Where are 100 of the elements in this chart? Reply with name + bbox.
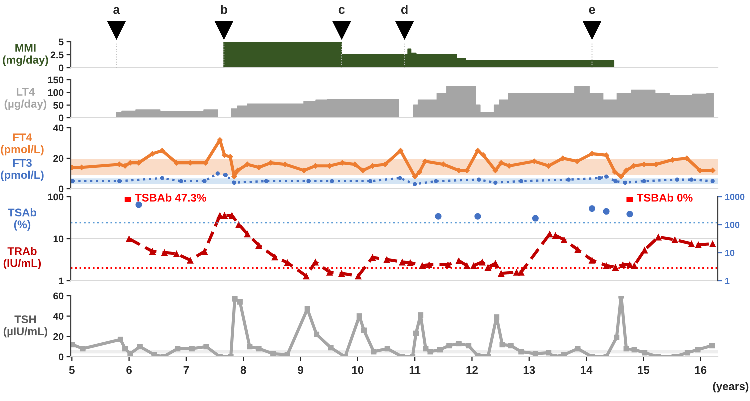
point xyxy=(435,213,442,220)
x-tick-label: 14 xyxy=(581,366,593,374)
x-tick-label: 13 xyxy=(524,366,536,374)
point xyxy=(552,232,560,240)
y-tick-label: 100 xyxy=(48,89,64,96)
point xyxy=(232,180,237,185)
y-axis-title: MMI (mg/day) xyxy=(3,44,48,66)
y-tick-label: 20 xyxy=(54,333,64,340)
point xyxy=(464,262,471,270)
point xyxy=(603,262,610,270)
ref-line-label: b xyxy=(221,4,228,14)
y-tick-label: 40 xyxy=(53,313,64,320)
y2-tick-label: 100 xyxy=(726,222,740,228)
point xyxy=(655,234,662,241)
x-tick-label: 16 xyxy=(695,366,707,374)
point xyxy=(136,202,142,208)
point xyxy=(326,268,334,276)
point xyxy=(612,264,620,271)
point xyxy=(306,179,311,184)
point xyxy=(221,212,228,220)
y-tick-label: 40 xyxy=(53,124,64,132)
point xyxy=(603,208,610,215)
text: FT3 (pmol/L) xyxy=(1,159,44,182)
y-tick-label: 100 xyxy=(48,194,64,201)
point xyxy=(160,148,166,154)
point xyxy=(624,168,630,174)
point xyxy=(186,256,194,264)
y-tick-label: 20 xyxy=(54,155,64,162)
y-axis-title: LT4 (µg/day) xyxy=(4,88,47,110)
point xyxy=(399,258,406,266)
point xyxy=(216,172,220,176)
point xyxy=(688,240,696,248)
text: FT4 (pmol/L) xyxy=(1,134,44,156)
y-tick-label: 150 xyxy=(48,76,64,84)
point xyxy=(160,176,165,180)
point xyxy=(118,179,122,184)
point xyxy=(626,262,634,269)
point xyxy=(149,248,156,256)
point xyxy=(256,242,263,249)
point xyxy=(444,262,452,269)
point xyxy=(272,254,279,261)
point xyxy=(626,211,634,218)
point xyxy=(330,179,334,184)
point xyxy=(419,262,426,270)
point xyxy=(598,176,602,180)
point xyxy=(604,174,609,179)
x-tick-label: 5 xyxy=(69,366,75,374)
point xyxy=(642,179,646,184)
x-tick-label: 11 xyxy=(410,366,421,374)
point xyxy=(244,230,252,238)
point xyxy=(360,168,366,174)
point xyxy=(626,197,634,202)
point xyxy=(492,168,499,174)
point xyxy=(623,180,628,185)
point xyxy=(560,236,568,244)
point xyxy=(173,250,180,258)
point xyxy=(498,270,505,278)
text: TSAb (%) xyxy=(8,208,37,231)
point xyxy=(618,174,624,180)
point xyxy=(470,262,478,270)
point xyxy=(398,176,402,180)
y-tick-label: 0 xyxy=(59,114,64,122)
point xyxy=(588,256,596,264)
point xyxy=(672,236,679,244)
x-tick-label: 12 xyxy=(466,366,478,374)
point xyxy=(474,213,482,220)
y-tick-label: 0 xyxy=(59,64,64,72)
point xyxy=(612,169,618,176)
point xyxy=(641,246,648,254)
point xyxy=(475,148,481,154)
point xyxy=(416,169,423,176)
point xyxy=(303,272,310,280)
point xyxy=(355,272,362,280)
point xyxy=(312,258,320,266)
y-tick-label: 1 xyxy=(59,278,64,285)
y2-tick-label: 10 xyxy=(726,250,735,256)
point xyxy=(224,173,228,178)
point xyxy=(492,260,500,268)
x-axis-title: (years) xyxy=(713,382,749,393)
point xyxy=(709,240,716,248)
y2-tick-label: 1 xyxy=(726,278,730,284)
point xyxy=(412,174,418,180)
y-tick-label: 0 xyxy=(59,186,64,193)
point xyxy=(398,148,404,154)
data-label: TSBAb 47.3% xyxy=(135,194,206,202)
ref-line-label: c xyxy=(338,7,346,14)
point xyxy=(631,262,638,270)
x-tick-label: 7 xyxy=(184,366,190,374)
point xyxy=(477,178,482,182)
point xyxy=(201,248,208,256)
point xyxy=(202,179,207,184)
point xyxy=(484,264,492,271)
text: TRAb (IU/mL) xyxy=(4,247,42,270)
point xyxy=(412,182,418,187)
point xyxy=(574,246,582,254)
point xyxy=(179,179,184,184)
point xyxy=(620,262,627,269)
point xyxy=(234,168,241,174)
ref-line-label: e xyxy=(589,7,596,14)
point xyxy=(695,242,702,248)
